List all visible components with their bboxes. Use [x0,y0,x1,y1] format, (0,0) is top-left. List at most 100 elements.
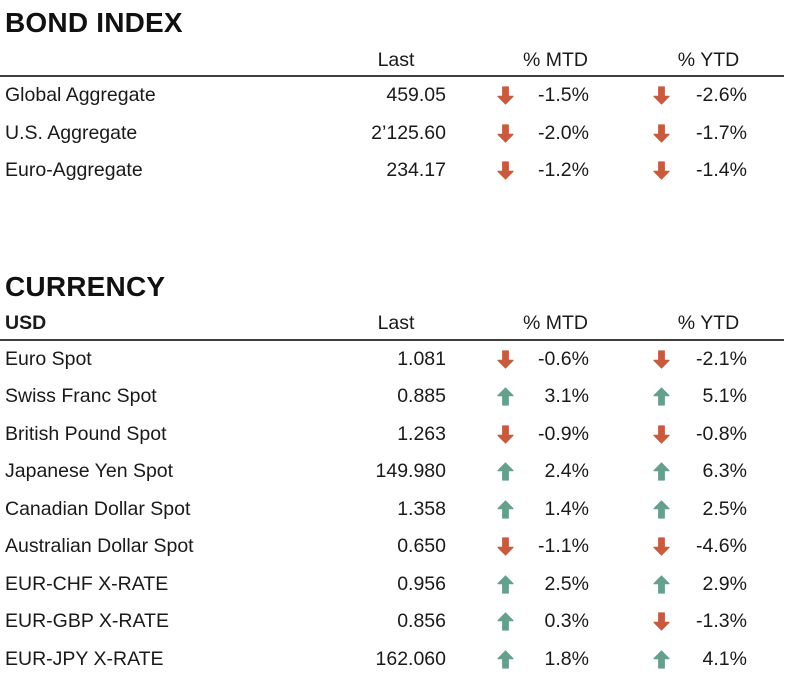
ytd-value: 6.3% [670,460,747,483]
last-value: 0.956 [346,573,446,596]
instrument-name: Canadian Dollar Spot [5,498,346,521]
ytd-value: 2.9% [670,573,747,596]
up-arrow-icon [446,462,522,481]
ytd-value: -4.6% [670,535,747,558]
mtd-value: -2.0% [522,122,589,145]
ytd-value: 2.5% [670,498,747,521]
last-value: 1.263 [346,423,446,446]
down-arrow-icon [589,86,670,105]
mtd-value: -0.9% [522,423,589,446]
column-header-ytd: % YTD [670,49,747,72]
down-arrow-icon [589,161,670,180]
currency-table-header: USD Last % MTD % YTD [0,309,784,341]
instrument-name: Euro Spot [5,348,346,371]
down-arrow-icon [446,86,522,105]
ytd-value: -2.6% [670,84,747,107]
instrument-name: British Pound Spot [5,423,346,446]
up-arrow-icon [589,575,670,594]
instrument-name: Euro-Aggregate [5,159,346,182]
column-header-last: Last [346,312,446,335]
mtd-value: 3.1% [522,385,589,408]
down-arrow-icon [589,350,670,369]
section-bond-index: BOND INDEX Last % MTD % YTD Global Aggre… [0,0,784,190]
mtd-value: 2.4% [522,460,589,483]
down-arrow-icon [446,350,522,369]
mtd-value: -1.5% [522,84,589,107]
instrument-name: Swiss Franc Spot [5,385,346,408]
group-label-usd: USD [5,312,346,335]
last-value: 0.856 [346,610,446,633]
up-arrow-icon [589,650,670,669]
down-arrow-icon [589,124,670,143]
down-arrow-icon [446,124,522,143]
ytd-value: 4.1% [670,648,747,671]
last-value: 234.17 [346,159,446,182]
up-arrow-icon [446,387,522,406]
instrument-name: EUR-GBP X-RATE [5,610,346,633]
mtd-value: 0.3% [522,610,589,633]
instrument-name: Australian Dollar Spot [5,535,346,558]
up-arrow-icon [446,612,522,631]
mtd-value: -0.6% [522,348,589,371]
bond-table-header: Last % MTD % YTD [0,45,784,77]
mtd-value: -1.2% [522,159,589,182]
instrument-name: EUR-CHF X-RATE [5,573,346,596]
mtd-value: 1.4% [522,498,589,521]
bond-index-title: BOND INDEX [0,0,784,41]
up-arrow-icon [446,575,522,594]
down-arrow-icon [589,612,670,631]
instrument-name: Japanese Yen Spot [5,460,346,483]
up-arrow-icon [589,387,670,406]
up-arrow-icon [589,500,670,519]
up-arrow-icon [589,462,670,481]
column-header-mtd: % MTD [522,49,589,72]
down-arrow-icon [446,537,522,556]
currency-title: CURRENCY [0,264,784,305]
ytd-value: -2.1% [670,348,747,371]
column-header-mtd: % MTD [522,312,589,335]
column-header-last: Last [346,49,446,72]
up-arrow-icon [446,500,522,519]
last-value: 1.358 [346,498,446,521]
ytd-value: -1.3% [670,610,747,633]
mtd-value: 1.8% [522,648,589,671]
instrument-name: EUR-JPY X-RATE [5,648,346,671]
last-value: 149.980 [346,460,446,483]
up-arrow-icon [446,650,522,669]
down-arrow-icon [589,537,670,556]
down-arrow-icon [446,425,522,444]
last-value: 1.081 [346,348,446,371]
down-arrow-icon [589,425,670,444]
mtd-value: -1.1% [522,535,589,558]
last-value: 0.650 [346,535,446,558]
instrument-name: Global Aggregate [5,84,346,107]
last-value: 459.05 [346,84,446,107]
instrument-name: U.S. Aggregate [5,122,346,145]
column-header-ytd: % YTD [670,312,747,335]
last-value: 0.885 [346,385,446,408]
ytd-value: -0.8% [670,423,747,446]
mtd-value: 2.5% [522,573,589,596]
last-value: 2’125.60 [346,122,446,145]
ytd-value: 5.1% [670,385,747,408]
last-value: 162.060 [346,648,446,671]
ytd-value: -1.7% [670,122,747,145]
ytd-value: -1.4% [670,159,747,182]
down-arrow-icon [446,161,522,180]
